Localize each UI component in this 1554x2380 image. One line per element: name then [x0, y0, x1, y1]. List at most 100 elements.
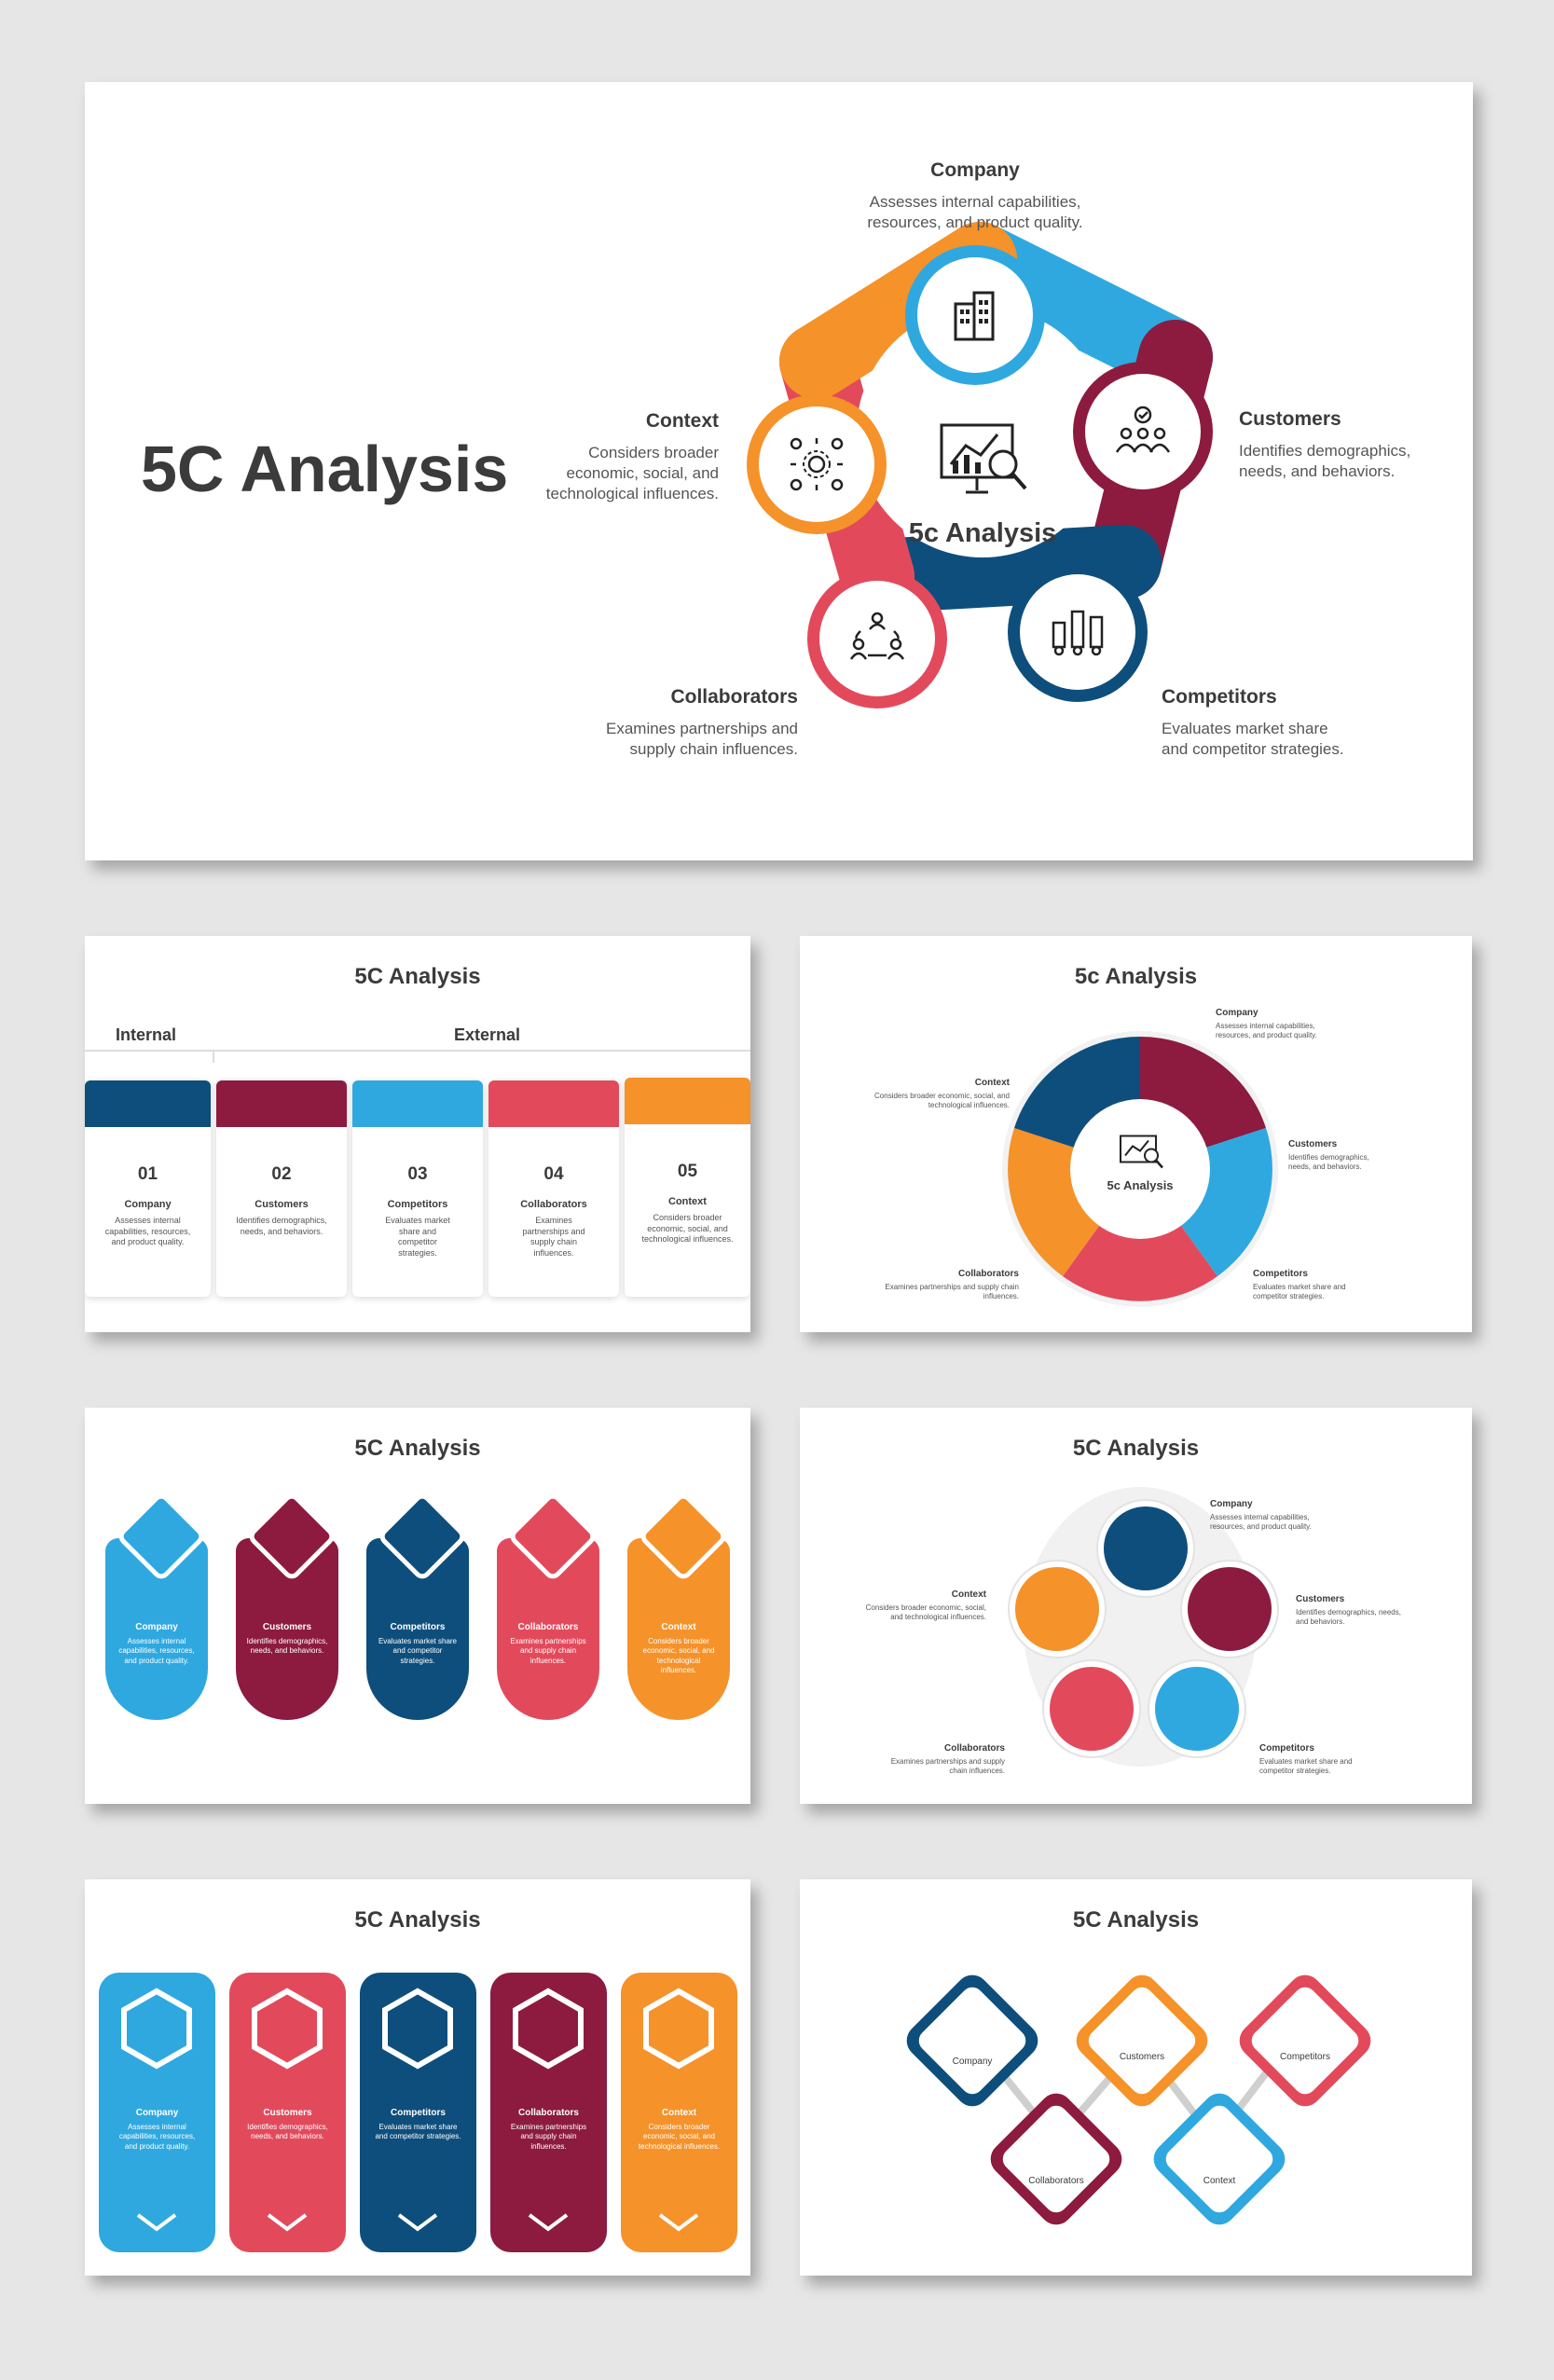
s5-collaborators-desc: Examines partnerships and supply chain i… [890, 1757, 1005, 1776]
company-node-inner [917, 257, 1033, 373]
shield-name: Context [661, 1622, 696, 1632]
diamond-label: Company [952, 2057, 993, 2067]
card-collaborators-band [488, 1080, 619, 1127]
shield-number: 03 [407, 1751, 428, 1769]
shield-number: 02 [277, 1751, 297, 1769]
s3-collaborators-desc: Examines partnerships and supply chain i… [885, 1283, 1019, 1301]
slide-main[interactable]: 5C Analysis 5c Analysis Company Assesses… [85, 82, 1473, 860]
context-label: Context [645, 410, 719, 432]
context-node-inner [759, 406, 874, 522]
shield-name: Collaborators [517, 1622, 579, 1632]
card-number: 04 [543, 1164, 564, 1184]
card-name: Collaborators [520, 1199, 587, 1210]
building-icon [954, 291, 995, 341]
s5-collaborators-label: Collaborators [943, 1743, 1005, 1754]
banner-customers[interactable] [229, 1973, 346, 2252]
s5-customers-label: Customers [1296, 1594, 1345, 1604]
diamond-label: Collaborators [1028, 2176, 1084, 2186]
collaborators-label: Collaborators [670, 686, 798, 708]
collaborators-icon [849, 612, 905, 660]
slide-4-title: 5C Analysis [354, 1436, 481, 1461]
circle-company[interactable] [1098, 1501, 1193, 1596]
card-company[interactable]: 01 Company Assesses internal capabilitie… [85, 1080, 211, 1297]
header-separator [213, 1050, 214, 1063]
banner-desc: Assesses internal capabilities, resource… [118, 2123, 196, 2151]
s5-company-label: Company [1210, 1499, 1253, 1509]
s3-competitors-label: Competitors [1253, 1269, 1308, 1279]
card-context[interactable]: 05 Context Considers broader economic, s… [625, 1078, 750, 1297]
company-desc: Assesses internal capabilities, resource… [867, 193, 1083, 232]
slide-2[interactable]: 5C Analysis Internal External 01 Company… [85, 936, 750, 1332]
card-name: Competitors [387, 1199, 448, 1210]
s3-company-label: Company [1216, 1008, 1258, 1018]
card-desc: Assesses internal capabilities, resource… [104, 1216, 191, 1247]
slide-4[interactable]: 5C Analysis Company Assesses internal ca… [85, 1408, 750, 1804]
slide-7[interactable]: 5C Analysis Company Customers Competitor… [800, 1879, 1472, 2276]
card-number: 05 [677, 1162, 698, 1181]
customers-desc: Identifies demographics, needs, and beha… [1239, 442, 1411, 481]
s5-competitors-label: Competitors [1259, 1743, 1314, 1754]
main-title: 5C Analysis [141, 433, 509, 505]
banner-name: Collaborators [517, 2108, 579, 2118]
card-number: 02 [271, 1164, 292, 1184]
company-label: Company [930, 159, 1020, 181]
diamond-label: Context [1203, 2176, 1236, 2186]
slide-2-title: 5C Analysis [354, 964, 481, 989]
s5-customers-desc: Identifies demographics, needs, and beha… [1296, 1608, 1401, 1627]
competitors-node-inner [1020, 574, 1135, 690]
s3-context-label: Context [974, 1078, 1010, 1088]
banner-name: Context [661, 2108, 697, 2118]
banner-collaborators[interactable] [490, 1973, 607, 2252]
card-desc: Examines partnerships and supply chain i… [522, 1216, 585, 1259]
cycle-ring [1002, 1031, 1278, 1307]
banner-company[interactable] [99, 1973, 215, 2252]
card-name: Company [124, 1199, 172, 1210]
card-desc: Considers broader economic, social, and … [641, 1213, 734, 1245]
collaborators-node-inner [819, 581, 935, 696]
banner-name: Customers [263, 2108, 312, 2118]
slide-6[interactable]: 5C Analysis Company Assesses internal ca… [85, 1879, 750, 2276]
slide-7-title: 5C Analysis [1072, 1907, 1200, 1933]
competitors-label: Competitors [1162, 686, 1277, 708]
card-customers[interactable]: 02 Customers Identifies demographics, ne… [216, 1080, 347, 1297]
s5-context-desc: Considers broader economic, social, and … [865, 1603, 986, 1622]
internal-header: Internal [116, 1025, 177, 1044]
diamond-label: Customers [1119, 2052, 1165, 2062]
banner-desc: Examines partnerships and supply chain i… [510, 2123, 587, 2151]
card-number: 03 [407, 1164, 428, 1184]
collaborators-desc: Examines partnerships and supply chain i… [605, 720, 798, 759]
shield-desc: Assesses internal capabilities, resource… [118, 1637, 195, 1665]
card-name: Customers [254, 1199, 309, 1210]
circle-competitors[interactable] [1149, 1661, 1245, 1756]
card-collaborators[interactable]: 04 Collaborators Examines partnerships a… [488, 1080, 619, 1297]
card-competitors[interactable]: 03 Competitors Evaluates market share an… [352, 1080, 483, 1297]
competitors-desc: Evaluates market share and competitor st… [1162, 720, 1344, 759]
banner-context[interactable] [621, 1973, 737, 2252]
card-context-band [625, 1078, 750, 1124]
circle-customers[interactable] [1182, 1561, 1277, 1657]
circle-context[interactable] [1010, 1561, 1105, 1657]
card-company-band [85, 1080, 211, 1127]
shield-number: 04 [538, 1751, 558, 1769]
banner-competitors[interactable] [360, 1973, 476, 2252]
s3-company-desc: Assesses internal capabilities, resource… [1216, 1022, 1317, 1040]
competitors-icon [1052, 610, 1104, 656]
hexagon-frames [121, 1988, 714, 2232]
slide-3[interactable]: 5c Analysis 5c Analysis Company Assesses… [800, 936, 1472, 1332]
card-desc: Evaluates market share and competitor st… [385, 1216, 450, 1259]
banner-desc: Considers broader economic, social, and … [638, 2123, 721, 2151]
shield-desc: Considers broader economic, social, and … [642, 1637, 715, 1675]
slide-5[interactable]: 5C Analysis Company Assesses internal ca… [800, 1408, 1472, 1804]
shield-name: Company [135, 1622, 178, 1632]
shield-name: Customers [262, 1622, 312, 1632]
external-header: External [454, 1025, 521, 1044]
slide-3-title: 5c Analysis [1074, 964, 1198, 989]
s3-collaborators-label: Collaborators [957, 1269, 1019, 1279]
banner-desc: Evaluates market share and competitor st… [375, 2123, 461, 2141]
header-divider [85, 1050, 750, 1052]
context-desc: Considers broader economic, social, and … [545, 444, 719, 503]
banner-desc: Identifies demographics, needs, and beha… [247, 2123, 328, 2141]
slide-5-title: 5C Analysis [1072, 1436, 1200, 1461]
circle-collaborators[interactable] [1044, 1661, 1139, 1756]
s5-context-label: Context [951, 1589, 986, 1600]
